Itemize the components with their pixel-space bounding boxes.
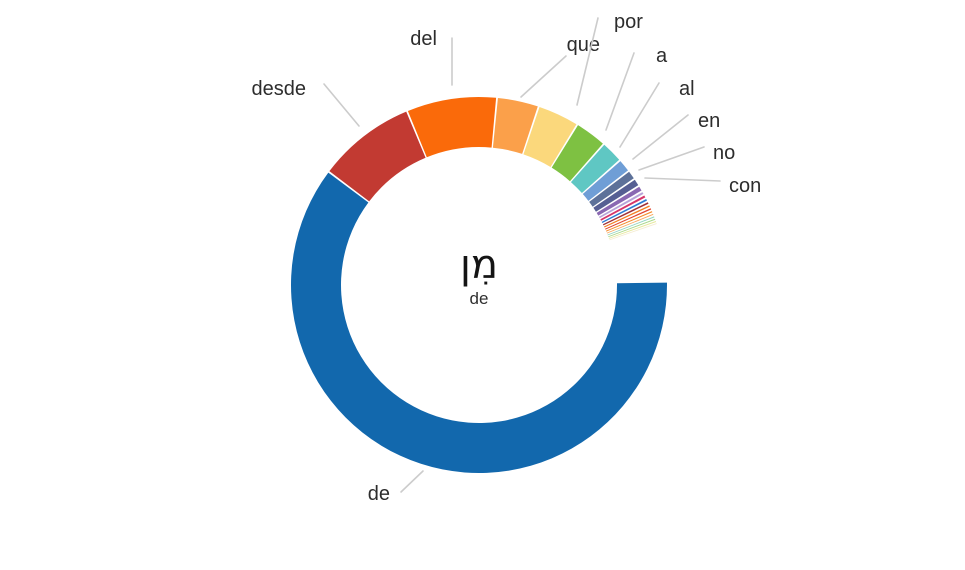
segment-minor-8[interactable] — [605, 211, 653, 232]
segment-minor-13[interactable] — [609, 223, 657, 241]
segment-label-por: por — [614, 11, 643, 33]
segment-minor-10[interactable] — [607, 216, 655, 236]
segment-minor-1[interactable] — [596, 186, 642, 216]
segment-minor-2[interactable] — [598, 192, 644, 219]
segment-label-del: del — [410, 28, 437, 50]
segment-en[interactable] — [582, 161, 628, 201]
leader-line-al — [619, 82, 660, 148]
segment-minor-6[interactable] — [603, 205, 650, 228]
leader-line-a — [605, 52, 635, 131]
segment-minor-3[interactable] — [600, 195, 646, 221]
segment-a[interactable] — [551, 125, 603, 182]
segment-minor-7[interactable] — [605, 208, 652, 230]
segment-label-con: con — [729, 175, 761, 197]
segment-minor-4[interactable] — [601, 198, 647, 224]
segment-label-de: de — [368, 483, 390, 505]
segment-de[interactable] — [290, 172, 667, 474]
segment-label-al: al — [679, 78, 695, 100]
segment-minor-9[interactable] — [606, 213, 654, 234]
segment-por[interactable] — [523, 107, 577, 167]
leader-line-en — [632, 114, 689, 160]
leader-line-desde — [323, 83, 360, 127]
segment-label-en: en — [698, 110, 720, 132]
segment-desde[interactable] — [329, 111, 426, 202]
leader-line-de — [400, 470, 424, 493]
segment-del[interactable] — [407, 96, 497, 158]
segment-label-no: no — [713, 142, 735, 164]
leader-line-no — [638, 146, 705, 171]
leader-line-que — [520, 55, 567, 98]
leader-line-por — [576, 17, 599, 106]
segment-minor-12[interactable] — [608, 221, 657, 239]
segment-con[interactable] — [593, 179, 639, 212]
segment-label-que: que — [567, 34, 600, 56]
segment-minor-5[interactable] — [602, 202, 649, 226]
segment-minor-11[interactable] — [608, 218, 656, 238]
segment-que[interactable] — [492, 97, 538, 154]
segment-al[interactable] — [570, 144, 620, 194]
segment-label-a: a — [656, 45, 668, 67]
segment-no[interactable] — [589, 171, 634, 207]
segment-label-desde: desde — [252, 78, 307, 100]
leader-line-con — [644, 177, 721, 182]
